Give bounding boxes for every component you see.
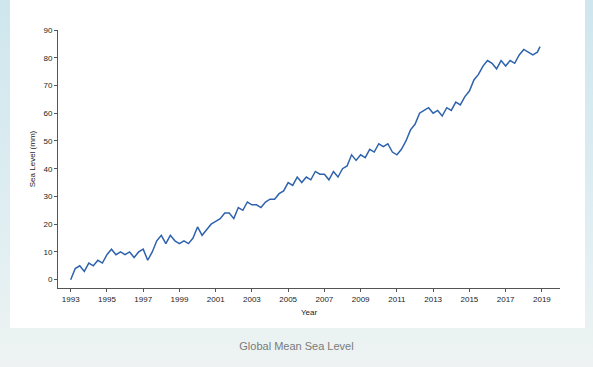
svg-text:2001: 2001: [207, 295, 225, 304]
svg-text:90: 90: [43, 26, 52, 35]
svg-text:60: 60: [43, 109, 52, 118]
svg-text:Sea Level (mm): Sea Level (mm): [28, 130, 37, 187]
svg-text:40: 40: [43, 165, 52, 174]
svg-text:2003: 2003: [243, 295, 261, 304]
svg-text:0: 0: [48, 275, 53, 284]
svg-text:80: 80: [43, 54, 52, 63]
svg-text:Year: Year: [301, 308, 318, 317]
svg-text:70: 70: [43, 81, 52, 90]
svg-text:50: 50: [43, 137, 52, 146]
svg-text:1999: 1999: [171, 295, 189, 304]
svg-text:2011: 2011: [388, 295, 406, 304]
svg-text:1993: 1993: [62, 295, 80, 304]
svg-text:30: 30: [43, 192, 52, 201]
svg-text:1997: 1997: [134, 295, 152, 304]
svg-text:2019: 2019: [533, 295, 551, 304]
svg-text:2013: 2013: [424, 295, 442, 304]
svg-text:2005: 2005: [279, 295, 297, 304]
svg-text:10: 10: [43, 248, 52, 257]
svg-text:2017: 2017: [497, 295, 515, 304]
svg-text:2015: 2015: [460, 295, 478, 304]
svg-text:2007: 2007: [316, 295, 334, 304]
svg-text:20: 20: [43, 220, 52, 229]
html-text:Global Mean Sea Level: Global Mean Sea Level: [239, 340, 354, 352]
svg-text:1995: 1995: [98, 295, 116, 304]
svg-text:2009: 2009: [352, 295, 370, 304]
